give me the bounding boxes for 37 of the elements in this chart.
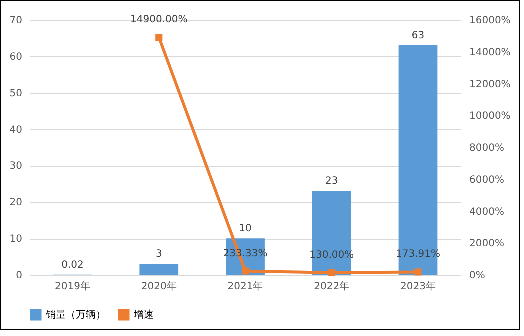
point [242, 268, 250, 275]
x-tick-label: 2019年 [55, 280, 90, 292]
y-tick-label: 60 [10, 52, 22, 63]
legend-label: 增速 [133, 309, 154, 321]
data-label: 63 [412, 30, 425, 42]
data-label: 3 [156, 249, 162, 260]
y2-tick-label: 6000% [470, 174, 504, 186]
x-tick-label: 2020年 [141, 280, 177, 292]
bar [312, 191, 352, 275]
x-tick-label: 2021年 [228, 280, 264, 292]
legend-label: 销量（万辆） [45, 309, 106, 321]
y-tick-label: 30 [10, 161, 22, 172]
bar [140, 264, 179, 275]
y2-tick-label: 2000% [470, 238, 504, 250]
y-tick-label: 70 [10, 16, 22, 26]
data-label: 10 [239, 224, 252, 235]
point [328, 269, 336, 276]
y2-tick-label: 0% [470, 270, 486, 282]
y-tick-label: 0 [16, 270, 22, 282]
y2-tick-label: 14000% [470, 47, 511, 58]
point [156, 34, 163, 42]
data-label: 14900.00% [130, 14, 188, 26]
y-tick-label: 40 [10, 124, 22, 136]
y2-tick-label: 12000% [470, 79, 511, 90]
point [414, 268, 422, 276]
y-tick-label: 20 [10, 198, 22, 209]
data-label: 0.02 [62, 260, 84, 271]
y2-tick-label: 4000% [470, 206, 504, 218]
y2-tick-label: 10000% [470, 111, 511, 122]
x-tick-label: 2023年 [400, 280, 436, 292]
y-tick-label: 10 [10, 234, 22, 246]
y-tick-label: 50 [10, 88, 22, 100]
data-label: 23 [326, 176, 338, 188]
y2-tick-label: 8000% [470, 143, 504, 154]
y2-tick-label: 16000% [470, 16, 511, 26]
x-tick-label: 2022年 [314, 280, 350, 292]
bar [398, 46, 438, 275]
